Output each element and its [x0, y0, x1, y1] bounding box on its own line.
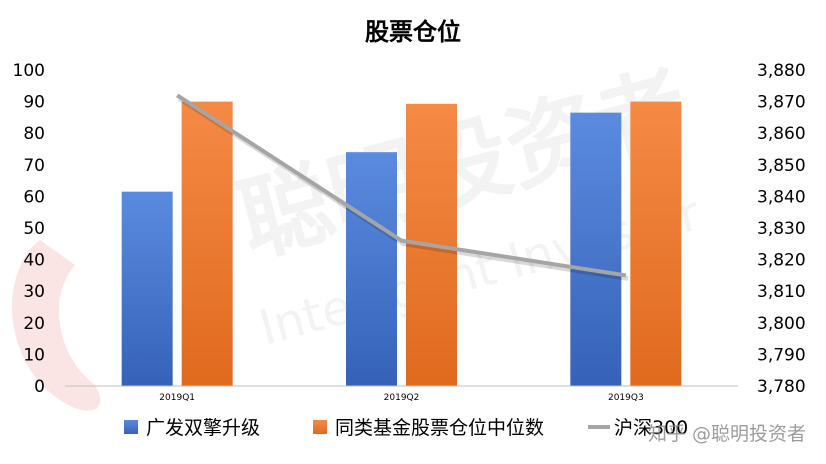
y-right-tick-label: 3,840	[757, 187, 806, 207]
y-left-tick-label: 30	[23, 282, 45, 302]
y-right-tick-label: 3,800	[757, 314, 806, 334]
category-labels: 2019Q1 2019Q2 2019Q3	[159, 393, 643, 403]
y-right-tick-label: 3,790	[757, 345, 806, 365]
bar-fund-2019Q1	[121, 191, 173, 386]
legend-swatch	[313, 420, 327, 434]
bar-fund-2019Q3	[570, 112, 622, 386]
y-left-tick-label: 50	[23, 219, 45, 239]
y-right-tick-label: 3,850	[757, 156, 806, 176]
bar-fund-2019Q2	[346, 152, 397, 386]
bar-median-2019Q3	[630, 101, 682, 386]
corner-watermark: 知乎 @聪明投资者	[648, 423, 806, 445]
y-right-tick-label: 3,820	[757, 251, 806, 271]
y-left-tick-label: 60	[23, 187, 45, 207]
y-right-tick-label: 3,860	[757, 124, 806, 144]
y-left-tick-label: 20	[23, 314, 45, 334]
y-left-tick-label: 70	[23, 156, 45, 176]
y-left-tick-label: 100	[13, 61, 45, 81]
chart-title: 股票仓位	[365, 18, 461, 46]
legend: 广发双擎升级 同类基金股票仓位中位数 沪深300	[124, 417, 688, 439]
x-tick-label: 2019Q2	[384, 393, 420, 403]
right-axis: 3,780 3,790 3,800 3,810 3,820 3,830 3,840 3,850…	[757, 61, 806, 397]
y-left-tick-label: 80	[23, 124, 45, 144]
watermark-logo-icon	[12, 240, 101, 411]
y-left-tick-label: 10	[23, 345, 45, 365]
y-left-tick-label: 0	[34, 377, 45, 397]
x-tick-label: 2019Q1	[159, 393, 195, 403]
y-right-tick-label: 3,870	[757, 93, 806, 113]
legend-label: 沪深300	[614, 417, 688, 439]
y-right-tick-label: 3,780	[757, 377, 806, 397]
line-series	[176, 93, 629, 281]
legend-swatch	[124, 420, 138, 434]
y-right-tick-label: 3,830	[757, 219, 806, 239]
y-right-tick-label: 3,810	[757, 282, 806, 302]
left-axis: 0 10 20 30 40 50 60 70 80 90 100	[13, 61, 45, 397]
bar-median-2019Q1	[181, 101, 233, 386]
y-left-tick-label: 40	[23, 251, 45, 271]
y-left-tick-label: 90	[23, 93, 45, 113]
x-tick-label: 2019Q3	[608, 393, 644, 403]
y-right-tick-label: 3,880	[757, 61, 806, 81]
legend-label: 广发双擎升级	[146, 417, 260, 439]
legend-label: 同类基金股票仓位中位数	[335, 417, 544, 439]
